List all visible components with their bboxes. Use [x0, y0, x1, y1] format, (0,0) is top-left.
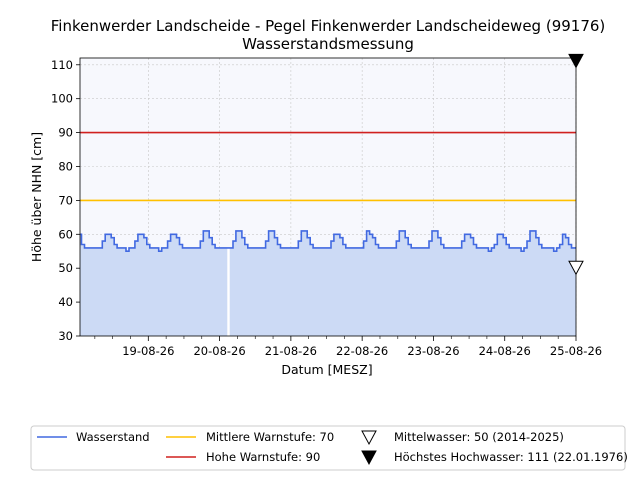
legend-label-hoechstes-hochwasser: Höchstes Hochwasser: 111 (22.01.1976): [394, 450, 628, 464]
y-tick-label: 80: [58, 159, 73, 173]
filled-triangle-icon: [361, 450, 377, 466]
y-tick-label: 110: [51, 58, 73, 72]
hollow-triangle-icon: [361, 430, 377, 446]
y-tick-label: 70: [58, 193, 73, 207]
markers: [568, 53, 584, 276]
x-tick-label: 19-08-26: [122, 344, 174, 358]
y-tick-label: 40: [58, 295, 73, 309]
y-tick-label: 90: [58, 126, 73, 140]
legend-label-mittlere-warnstufe: Mittlere Warnstufe: 70: [206, 430, 334, 444]
x-tick-label: 24-08-26: [479, 344, 531, 358]
x-axis: 19-08-26 20-08-26 21-08-26 22-08-26 23-08-26…: [94, 336, 602, 358]
y-tick-label: 100: [51, 92, 73, 106]
series-layer: [80, 230, 576, 350]
x-tick-label: 22-08-26: [336, 344, 388, 358]
x-tick-label: 25-08-26: [550, 344, 602, 358]
y-tick-label: 50: [58, 261, 73, 275]
y-axis: 30 40 50 60 70 80 90 100 110: [51, 58, 80, 343]
mittelwasser-marker: [568, 260, 584, 276]
legend-label-hohe-warnstufe: Hohe Warnstufe: 90: [206, 450, 320, 464]
legend: Wasserstand Mittlere Warnstufe: 70 Hohe …: [30, 425, 628, 471]
chart-subtitle: Wasserstandsmessung: [242, 35, 414, 53]
y-tick-label: 60: [58, 227, 73, 241]
hochwasser-marker: [568, 53, 584, 69]
reference-lines: [80, 131, 576, 202]
y-axis-label: Höhe über NHN [cm]: [29, 132, 44, 262]
x-tick-label: 20-08-26: [193, 344, 245, 358]
x-axis-label: Datum [MESZ]: [281, 362, 372, 377]
series-gap: [227, 247, 230, 350]
legend-label-wasserstand: Wasserstand: [76, 430, 150, 444]
x-tick-label: 21-08-26: [265, 344, 317, 358]
series-line-wasserstand: [80, 230, 576, 252]
plot-frame: [79, 57, 577, 337]
y-tick-label: 30: [58, 329, 73, 343]
legend-label-mittelwasser: Mittelwasser: 50 (2014-2025): [394, 430, 564, 444]
x-tick-label: 23-08-26: [407, 344, 459, 358]
series-area-wasserstand: [80, 230, 576, 336]
chart-title: Finkenwerder Landscheide - Pegel Finkenw…: [51, 17, 606, 35]
